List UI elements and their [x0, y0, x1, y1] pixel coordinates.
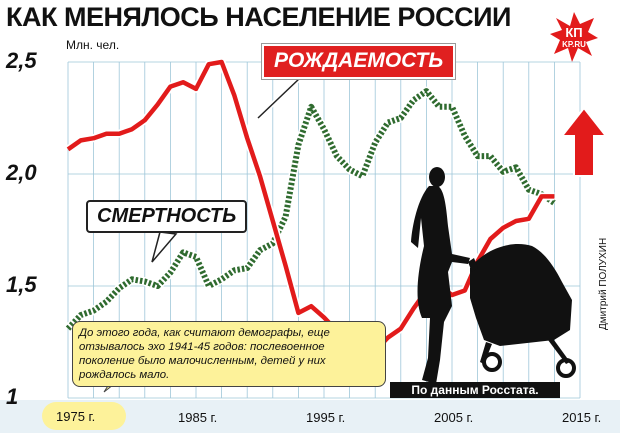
birth-series-label: РОЖДАЕМОСТЬ: [262, 44, 456, 79]
death-series: [64, 86, 557, 332]
source-caption: По данным Росстата.: [390, 382, 560, 398]
x-tick-label: 1995 г.: [306, 410, 346, 425]
x-tick-label: 1985 г.: [178, 410, 218, 425]
svg-text:KP.RU: KP.RU: [562, 40, 586, 49]
svg-text:КП: КП: [565, 25, 582, 40]
y-tick-label: 1: [6, 384, 19, 409]
x-tick-label: 2015 г.: [562, 410, 602, 425]
y-axis-unit-label: Млн. чел.: [66, 38, 120, 52]
y-tick-label: 2,0: [6, 160, 37, 185]
kp-logo-icon: КП KP.RU: [550, 12, 598, 62]
trend-up-arrow-icon: [559, 106, 609, 177]
death-series-label: СМЕРТНОСТЬ: [86, 200, 248, 233]
author-credit: Дмитрий ПОЛУХИН: [598, 237, 609, 330]
annotation-note: До этого года, как считают демографы, ещ…: [72, 321, 386, 387]
y-tick-label: 2,5: [6, 48, 37, 73]
page-title: КАК МЕНЯЛОСЬ НАСЕЛЕНИЕ РОССИИ: [6, 2, 511, 32]
death-label-pointer: [151, 231, 178, 263]
mother-with-stroller-silhouette-icon: [411, 167, 576, 384]
x-tick-label: 2005 г.: [434, 410, 474, 425]
death-series-line: [65, 88, 557, 331]
x-tick-label: 1975 г.: [42, 402, 126, 430]
y-tick-label: 1,5: [6, 272, 37, 297]
